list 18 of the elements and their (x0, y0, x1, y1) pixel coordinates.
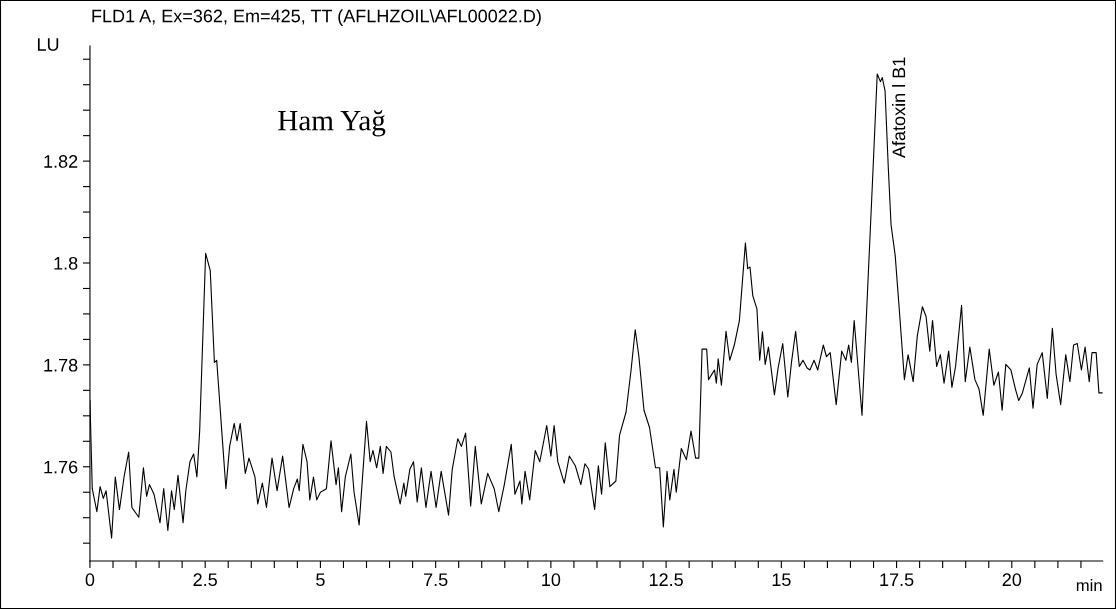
y-tick-label: 1.76 (44, 460, 78, 474)
y-tick-label: 1.82 (44, 155, 78, 168)
y-axis-title: LU (37, 38, 59, 51)
x-tick-label: 10 (542, 573, 561, 587)
x-axis-title: min (1076, 579, 1102, 592)
x-tick-label: 0 (85, 573, 95, 587)
x-tick-label: 2.5 (193, 573, 217, 587)
x-tick-label: 12.5 (649, 573, 683, 587)
annotation: Ham Yağ (278, 110, 386, 137)
x-tick-label: 5 (316, 573, 325, 587)
y-tick-label: 1.78 (44, 358, 78, 372)
x-tick-label: 20 (1002, 573, 1022, 587)
x-tick-label: 15 (772, 573, 791, 587)
chart-title: FLD1 A, Ex=362, Em=425, TT (AFLHZOIL\AFL00022.D) (92, 9, 541, 26)
x-tick-label: 7.5 (424, 573, 448, 587)
x-tick-label: 17.5 (880, 573, 914, 587)
annotation: Afatoxin l B1 (892, 57, 906, 159)
y-tick-label: 1.8 (54, 256, 78, 270)
